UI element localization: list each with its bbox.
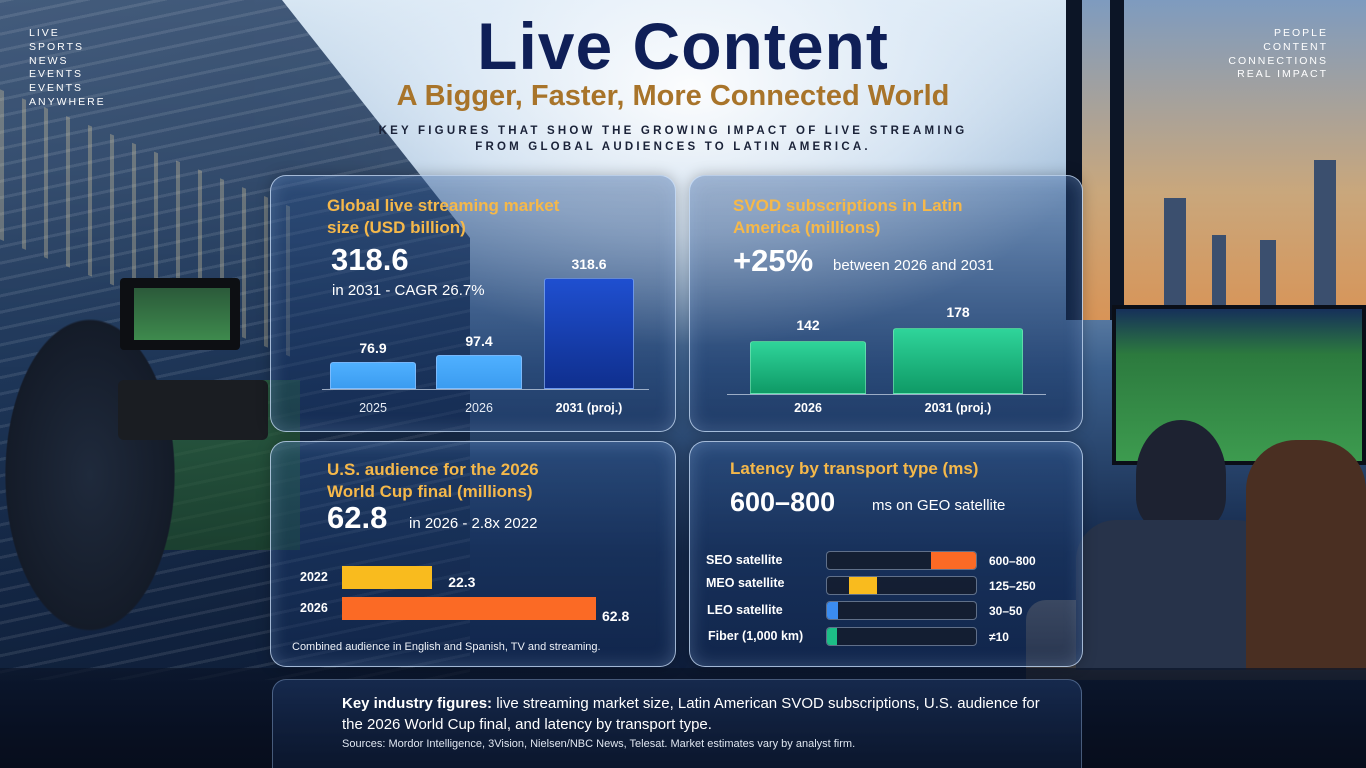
svod-bar-value: 142 xyxy=(796,317,820,334)
corner-left-line: ANYWHERE xyxy=(29,95,106,108)
worldcup-note: Combined audience in English and Spanish… xyxy=(292,641,601,653)
worldcup-bar xyxy=(342,597,596,620)
viewer-hair xyxy=(1246,440,1366,670)
market-category-label: 2025 xyxy=(359,401,387,415)
footer-summary: Key industry figures: live streaming mar… xyxy=(342,693,1042,735)
latency-category-label: LEO satellite xyxy=(707,603,783,617)
card-title-line: World Cup final (millions) xyxy=(327,481,533,501)
market-bar xyxy=(330,362,416,389)
market-headline-value: 318.6 xyxy=(331,242,409,277)
card-title-line: U.S. audience for the 2026 xyxy=(327,460,539,479)
svod-chart-axis xyxy=(727,394,1046,395)
market-card-title: Global live streaming market size (USD b… xyxy=(327,195,559,238)
worldcup-category-label: 2026 xyxy=(300,601,328,615)
broadcast-camera xyxy=(118,380,268,440)
market-headline-text: in 2031 - CAGR 26.7% xyxy=(332,282,485,299)
card-title-line: SVOD subscriptions in Latin xyxy=(733,196,963,215)
worldcup-headline-value: 62.8 xyxy=(327,500,388,535)
footer-body: live streaming market size, Latin Americ… xyxy=(342,695,1040,733)
market-bar-value: 318.6 xyxy=(571,255,607,272)
latency-fill xyxy=(827,628,837,645)
corner-left-line: SPORTS xyxy=(29,40,84,53)
market-chart-axis xyxy=(322,389,649,390)
svod-headline-text: between 2026 and 2031 xyxy=(833,257,994,274)
worldcup-bar-value: 22.3 xyxy=(448,574,476,590)
latency-fill xyxy=(931,552,976,569)
market-bar-value: 76.9 xyxy=(359,340,387,357)
page-subtitle: A Bigger, Faster, More Connected World xyxy=(396,80,950,112)
latency-category-label: Fiber (1,000 km) xyxy=(708,629,804,643)
footer-sources: Sources: Mordor Intelligence, 3Vision, N… xyxy=(342,738,856,750)
market-bar xyxy=(436,355,522,389)
svod-headline-value: +25% xyxy=(733,243,814,278)
footer-lead: Key industry figures: xyxy=(342,695,493,712)
latency-track xyxy=(826,627,977,646)
latency-track xyxy=(826,601,977,620)
card-title-line: America (millions) xyxy=(733,217,881,237)
corner-left-line: EVENTS xyxy=(29,68,84,81)
footer-panel xyxy=(272,679,1082,768)
corner-right-line: PEOPLE xyxy=(1273,27,1328,39)
latency-headline-value: 600–800 xyxy=(730,487,836,517)
worldcup-card-title: U.S. audience for the 2026 World Cup fin… xyxy=(327,459,539,502)
latency-value-label: ≠10 xyxy=(989,630,1009,644)
latency-headline-text: ms on GEO satellite xyxy=(872,497,1006,514)
worldcup-headline-text: in 2026 - 2.8x 2022 xyxy=(409,515,538,532)
page-title: Live Content xyxy=(477,9,889,83)
latency-value-label: 125–250 xyxy=(989,579,1036,593)
worldcup-category-label: 2022 xyxy=(300,570,328,584)
svod-bar xyxy=(750,341,866,394)
latency-track xyxy=(826,551,977,570)
market-bar xyxy=(544,277,634,389)
worldcup-bar-value: 62.8 xyxy=(602,608,630,624)
svod-bar-value: 178 xyxy=(946,304,970,320)
corner-left-line: EVENTS xyxy=(29,82,84,95)
worldcup-bar xyxy=(342,566,433,589)
viewer-head xyxy=(1136,420,1226,530)
latency-value-label: 600–800 xyxy=(989,554,1036,568)
corner-text-right: PEOPLE CONTENT CONNECTIONS REAL IMPACT xyxy=(1228,27,1328,82)
corner-right-line: REAL IMPACT xyxy=(1237,68,1328,81)
card-title-line: Global live streaming market xyxy=(327,196,560,215)
latency-value-label: 30–50 xyxy=(989,604,1023,618)
latency-fill xyxy=(849,577,877,594)
market-bar-value: 97.4 xyxy=(465,333,493,350)
corner-right-line: CONTENT xyxy=(1263,40,1328,53)
viewer-body xyxy=(1076,520,1276,670)
latency-track xyxy=(826,576,977,595)
corner-left-line: LIVE xyxy=(29,27,60,39)
corner-left-line: NEWS xyxy=(29,54,69,67)
latency-fill xyxy=(827,602,838,619)
window-frame xyxy=(1066,0,1366,320)
market-category-label: 2031 (proj.) xyxy=(555,401,623,415)
page-tagline: KEY FIGURES THAT SHOW THE GROWING IMPACT… xyxy=(330,124,1016,155)
camera-monitor xyxy=(120,278,240,350)
svod-category-label: 2031 (proj.) xyxy=(924,401,992,415)
corner-right-line: CONNECTIONS xyxy=(1228,54,1328,67)
svod-bar xyxy=(893,328,1023,394)
worldcup-card xyxy=(270,441,676,667)
latency-category-label: SEO satellite xyxy=(706,553,783,567)
tagline-line: FROM GLOBAL AUDIENCES TO LATIN AMERICA. xyxy=(475,140,871,153)
market-category-label: 2026 xyxy=(465,401,493,415)
card-title-line: size (USD billion) xyxy=(327,217,466,237)
svod-card-title: SVOD subscriptions in Latin America (mil… xyxy=(733,195,963,238)
tagline-line: KEY FIGURES THAT SHOW THE GROWING IMPACT… xyxy=(378,125,968,137)
corner-text-left: LIVE SPORTS NEWS EVENTS EVENTS ANYWHERE xyxy=(29,27,106,110)
svod-category-label: 2026 xyxy=(794,401,822,415)
latency-category-label: MEO satellite xyxy=(706,576,785,590)
latency-card-title: Latency by transport type (ms) xyxy=(730,459,979,478)
